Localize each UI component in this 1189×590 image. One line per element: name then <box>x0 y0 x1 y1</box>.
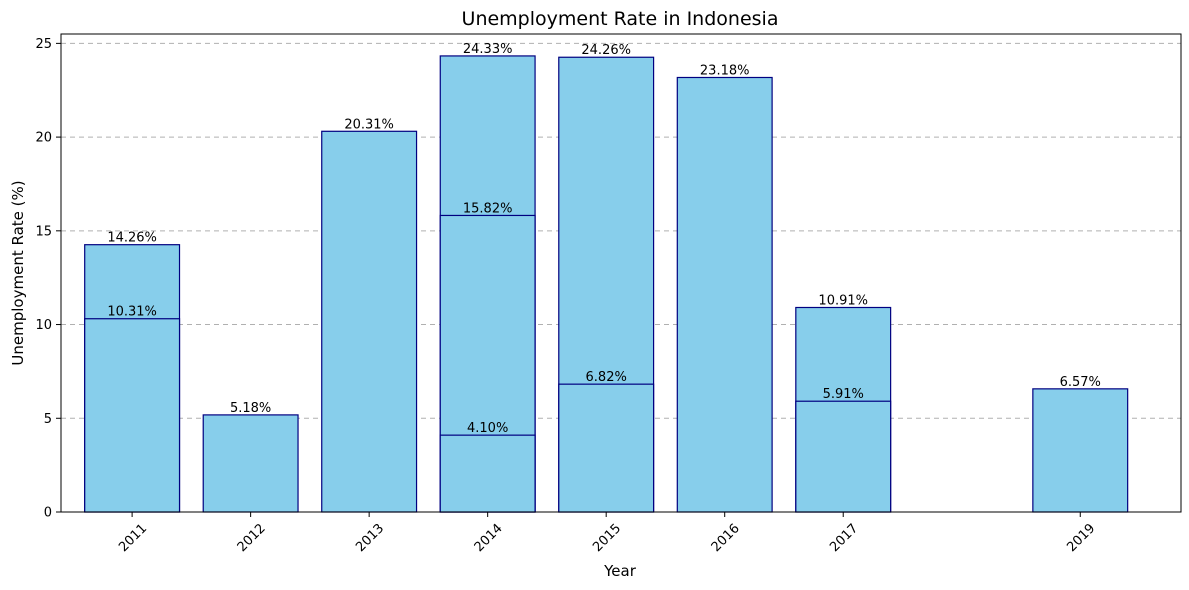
data-labels: 14.26% 10.31% 5.18% 20.31% 24.33% 15.82% 4.10%… <box>107 42 1101 436</box>
x-tick-label: 2011 <box>116 521 150 555</box>
x-tick-label: 2014 <box>472 521 506 555</box>
x-tick-label: 2012 <box>235 521 269 555</box>
y-axis-label: Unemployment Rate (%) <box>9 180 27 365</box>
bar-value-label: 15.82% <box>463 201 513 216</box>
bar-2015 <box>558 383 655 513</box>
bar-value-label: 20.31% <box>344 117 394 132</box>
bar-2017 <box>795 400 892 513</box>
x-tick-label: 2019 <box>1064 521 1098 555</box>
bar-value-label: 10.91% <box>818 293 868 308</box>
plot-frame <box>60 33 1182 513</box>
y-tick-label: 5 <box>44 412 52 427</box>
bar-value-label: 14.26% <box>107 231 157 246</box>
y-tick-label: 20 <box>35 131 52 146</box>
bar-2014 <box>439 434 536 513</box>
bar-2012 <box>202 414 299 513</box>
bar-value-label: 24.26% <box>581 43 631 58</box>
bar-value-label: 5.18% <box>230 401 271 416</box>
bar-value-label: 4.10% <box>467 421 508 436</box>
bar-value-label: 6.82% <box>586 370 627 385</box>
bars <box>84 55 1129 513</box>
bar-value-label: 23.18% <box>700 63 750 78</box>
bar-2019 <box>1032 388 1129 513</box>
x-tick-label: 2017 <box>827 521 861 555</box>
y-tick-label: 15 <box>35 224 52 239</box>
x-axis-label: Year <box>603 562 637 580</box>
y-tick-label: 25 <box>35 37 52 52</box>
y-tick-label: 10 <box>35 318 52 333</box>
bar-2016 <box>676 76 773 513</box>
x-axis: 2011 2012 2013 2014 2015 2016 2017 2019 <box>116 512 1098 555</box>
bar-2011 <box>84 318 181 513</box>
chart-title: Unemployment Rate in Indonesia <box>462 8 779 30</box>
bar-value-label: 24.33% <box>463 42 513 57</box>
x-tick-label: 2013 <box>353 521 387 555</box>
y-tick-label: 0 <box>44 506 52 521</box>
bar-2013 <box>321 130 418 513</box>
y-axis: 0 5 10 15 20 25 <box>35 37 61 521</box>
x-tick-label: 2016 <box>709 521 743 555</box>
bar-value-label: 10.31% <box>107 305 157 320</box>
x-tick-label: 2015 <box>590 521 624 555</box>
bar-value-label: 5.91% <box>823 387 864 402</box>
bar-value-label: 6.57% <box>1060 375 1101 390</box>
